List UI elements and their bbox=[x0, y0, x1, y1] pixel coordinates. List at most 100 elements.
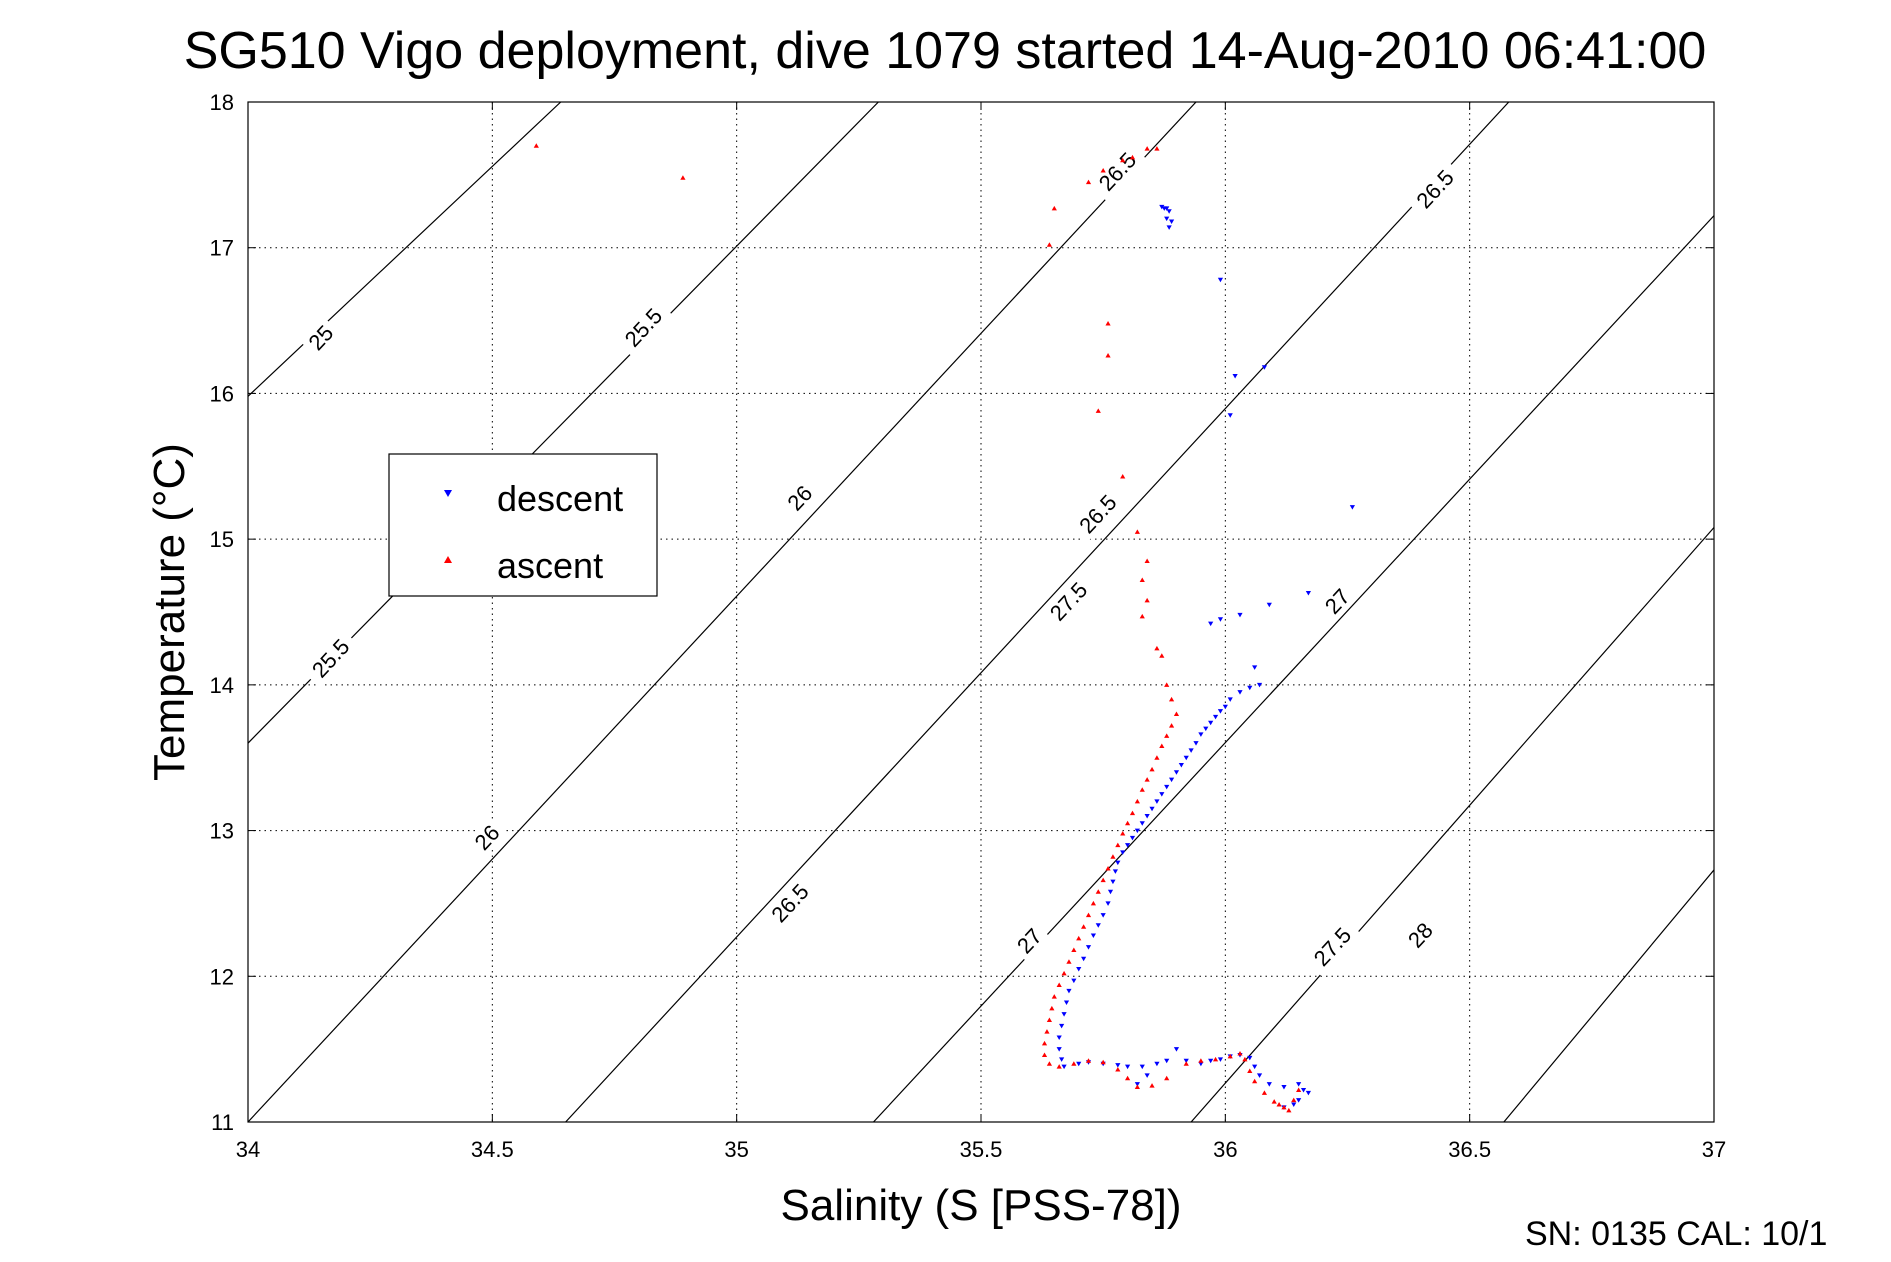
density-contour-label: 27.5 bbox=[1039, 571, 1097, 631]
ascent-point bbox=[1041, 1040, 1048, 1046]
legend-ascent-label: ascent bbox=[497, 545, 603, 586]
ascent-point bbox=[1046, 1061, 1053, 1066]
data-points bbox=[533, 143, 1355, 1113]
ascent-point bbox=[1076, 935, 1082, 941]
descent-point bbox=[1227, 413, 1233, 418]
descent-point bbox=[1134, 1082, 1140, 1087]
descent-point bbox=[1066, 988, 1072, 994]
density-contour-label: 26.5 bbox=[1088, 141, 1146, 201]
x-tick-label: 34.5 bbox=[471, 1137, 514, 1162]
density-contour-line-25.5 bbox=[248, 102, 879, 744]
contour-label-text: 27 bbox=[1320, 584, 1355, 619]
descent-point bbox=[1173, 1047, 1180, 1052]
descent-point bbox=[1296, 1082, 1302, 1087]
ascent-point bbox=[680, 175, 686, 180]
descent-point bbox=[1222, 704, 1228, 710]
legend-ascent-marker bbox=[444, 556, 452, 563]
contour-label-background bbox=[1303, 917, 1361, 976]
descent-point bbox=[1252, 1064, 1258, 1070]
y-tick-label: 15 bbox=[210, 527, 234, 552]
descent-point bbox=[1081, 956, 1087, 962]
descent-point bbox=[1208, 720, 1214, 726]
descent-point bbox=[1115, 860, 1121, 866]
ascent-point bbox=[1056, 982, 1062, 988]
serial-calibration-note: SN: 0135 CAL: 10/1 bbox=[1525, 1215, 1827, 1253]
ascent-point bbox=[1115, 842, 1121, 848]
ascent-point bbox=[1242, 1056, 1248, 1062]
descent-point bbox=[1183, 755, 1189, 761]
ascent-point bbox=[1110, 854, 1116, 859]
descent-point bbox=[1208, 1058, 1214, 1064]
ascent-point bbox=[1291, 1097, 1297, 1103]
descent-point bbox=[1164, 206, 1170, 211]
ascent-point bbox=[1286, 1107, 1292, 1113]
contour-label-text: 27 bbox=[1012, 923, 1047, 958]
ascent-point bbox=[1071, 1061, 1077, 1066]
descent-point bbox=[1129, 835, 1136, 841]
grid-lines bbox=[248, 102, 1714, 1122]
ascent-point bbox=[1149, 1083, 1155, 1088]
ascent-point bbox=[1144, 558, 1150, 563]
x-tick-label: 34 bbox=[236, 1137, 260, 1162]
density-contour-line-26 bbox=[248, 102, 1197, 1122]
descent-point bbox=[1168, 777, 1175, 783]
ascent-point bbox=[1139, 787, 1145, 792]
density-contour-label: 26.5 bbox=[1406, 159, 1464, 219]
ascent-point bbox=[1252, 1078, 1258, 1084]
descent-point bbox=[1154, 799, 1160, 804]
descent-point bbox=[1125, 1064, 1131, 1070]
density-contours bbox=[248, 102, 1714, 1122]
descent-point bbox=[1178, 763, 1184, 768]
descent-point bbox=[1217, 709, 1224, 714]
contour-label-text: 25 bbox=[303, 320, 338, 355]
descent-point bbox=[1217, 617, 1224, 622]
x-axis-ticks: 34 34.5 35 35.5 36 36.5 37 bbox=[236, 102, 1726, 1162]
descent-point bbox=[1159, 792, 1165, 797]
ascent-point bbox=[1041, 1052, 1048, 1057]
descent-point bbox=[1076, 1061, 1082, 1067]
legend-descent-label: descent bbox=[497, 478, 623, 519]
ascent-point bbox=[1164, 1075, 1170, 1081]
ascent-point bbox=[1105, 353, 1111, 358]
descent-point bbox=[1198, 1061, 1204, 1067]
y-axis-ticks: 11 12 13 14 15 16 17 18 bbox=[210, 90, 1714, 1135]
ascent-point bbox=[1120, 473, 1126, 479]
density-contour-label: 26 bbox=[466, 816, 508, 858]
descent-point bbox=[1203, 726, 1209, 732]
ascent-point bbox=[1173, 711, 1180, 716]
ascent-point bbox=[1198, 1058, 1204, 1063]
descent-point bbox=[1296, 1098, 1302, 1103]
ascent-point bbox=[1144, 597, 1150, 603]
x-tick-label: 36.5 bbox=[1448, 1137, 1491, 1162]
descent-point bbox=[1071, 978, 1077, 984]
descent-point bbox=[1164, 784, 1170, 790]
ascent-point bbox=[1154, 645, 1160, 651]
descent-point bbox=[1125, 843, 1131, 848]
descent-point bbox=[1281, 1085, 1287, 1090]
ascent-point bbox=[1227, 1053, 1233, 1059]
y-axis-label: Temperature (°C) bbox=[145, 443, 194, 781]
descent-point bbox=[1139, 821, 1145, 826]
descent-point bbox=[1095, 923, 1101, 928]
y-tick-label: 12 bbox=[210, 964, 234, 989]
ascent-point bbox=[1051, 994, 1057, 999]
descent-point bbox=[1134, 828, 1140, 834]
contour-label-background bbox=[614, 297, 672, 357]
density-contour-label: 25.5 bbox=[614, 297, 672, 357]
ascent-point bbox=[1168, 723, 1175, 728]
contour-label-text: 26 bbox=[470, 820, 505, 855]
contour-label-background bbox=[1406, 159, 1464, 219]
contour-label-background bbox=[1316, 580, 1358, 622]
descent-point bbox=[1139, 1064, 1145, 1070]
descent-point bbox=[1237, 690, 1243, 695]
legend: descent ascent bbox=[388, 453, 658, 597]
contour-label-background bbox=[1039, 571, 1097, 631]
descent-point bbox=[1059, 1057, 1065, 1062]
descent-point bbox=[1166, 225, 1172, 230]
ascent-point bbox=[1139, 577, 1145, 582]
descent-point bbox=[1063, 1000, 1070, 1006]
chart-title: SG510 Vigo deployment, dive 1079 started… bbox=[184, 22, 1707, 80]
descent-point bbox=[1112, 869, 1118, 874]
ascent-point bbox=[1296, 1087, 1302, 1092]
descent-point bbox=[1100, 913, 1106, 918]
